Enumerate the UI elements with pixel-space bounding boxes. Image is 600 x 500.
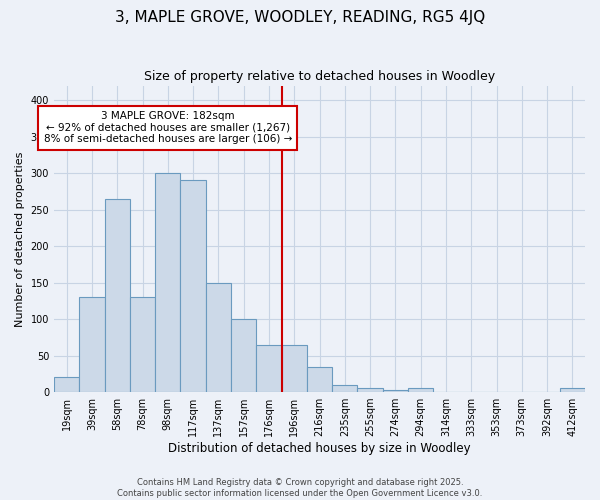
Bar [307,366,332,392]
Bar [383,390,408,392]
Bar [79,297,104,392]
X-axis label: Distribution of detached houses by size in Woodley: Distribution of detached houses by size … [168,442,471,455]
Bar [181,180,206,392]
Text: Contains HM Land Registry data © Crown copyright and database right 2025.
Contai: Contains HM Land Registry data © Crown c… [118,478,482,498]
Bar [104,198,130,392]
Bar [358,388,383,392]
Bar [560,388,585,392]
Bar [408,388,433,392]
Bar [155,173,181,392]
Bar [256,344,281,392]
Bar [231,319,256,392]
Y-axis label: Number of detached properties: Number of detached properties [15,151,25,326]
Title: Size of property relative to detached houses in Woodley: Size of property relative to detached ho… [144,70,495,83]
Bar [281,344,307,392]
Bar [332,385,358,392]
Bar [130,297,155,392]
Text: 3, MAPLE GROVE, WOODLEY, READING, RG5 4JQ: 3, MAPLE GROVE, WOODLEY, READING, RG5 4J… [115,10,485,25]
Bar [206,282,231,392]
Text: 3 MAPLE GROVE: 182sqm
← 92% of detached houses are smaller (1,267)
8% of semi-de: 3 MAPLE GROVE: 182sqm ← 92% of detached … [44,111,292,144]
Bar [54,378,79,392]
